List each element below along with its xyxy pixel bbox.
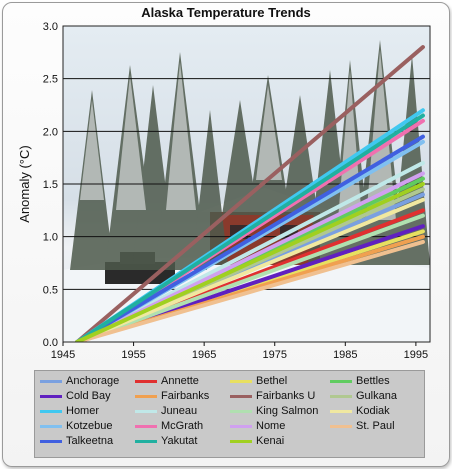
plot-border <box>62 25 431 343</box>
y-tick-label: 2.5 <box>43 74 58 86</box>
chart-title: Alaska Temperature Trends <box>141 5 311 20</box>
legend-item: Annette <box>135 374 199 388</box>
legend-swatch <box>135 424 157 428</box>
legend-label: Fairbanks <box>161 390 210 402</box>
legend-item: Talkeetna <box>40 434 113 448</box>
y-tick-label: 0.5 <box>43 284 58 296</box>
legend-label: McGrath <box>161 420 204 432</box>
x-tick-label: 1975 <box>262 349 286 361</box>
legend-label: Bethel <box>256 375 288 387</box>
legend-label: Cold Bay <box>66 390 111 402</box>
legend-label: Anchorage <box>66 375 120 387</box>
series-line-st-paul <box>75 239 425 342</box>
legend-swatch <box>135 394 157 398</box>
legend-item: Bettles <box>330 374 390 388</box>
legend-swatch <box>230 394 252 398</box>
legend-swatch <box>230 409 252 413</box>
legend-swatch <box>330 379 352 383</box>
y-axis-ticks: 0.0 0.5 1.0 1.5 2.0 2.5 3.0 <box>43 21 58 349</box>
x-tick-label: 1965 <box>192 349 216 361</box>
x-tick-label: 1985 <box>333 349 357 361</box>
legend-item: Yakutat <box>135 434 198 448</box>
legend-item: Fairbanks U <box>230 389 315 403</box>
series-line-kodiak <box>75 197 425 342</box>
legend-item: Fairbanks <box>135 389 209 403</box>
legend-item: Homer <box>40 404 99 418</box>
legend-swatch <box>40 424 62 428</box>
y-tick-label: 1.5 <box>43 179 58 191</box>
legend-item: Kenai <box>230 434 284 448</box>
y-tick-label: 0.0 <box>43 337 58 349</box>
legend-swatch <box>135 439 157 443</box>
legend-label: Yakutat <box>161 435 198 447</box>
y-tick-label: 3.0 <box>43 21 58 33</box>
legend-item: St. Paul <box>330 419 395 433</box>
legend-item: Kodiak <box>330 404 390 418</box>
legend-swatch <box>40 394 62 398</box>
legend-swatch <box>330 409 352 413</box>
legend-label: Fairbanks U <box>256 390 316 402</box>
series-line-yakutat <box>75 113 425 342</box>
legend-item: Nome <box>230 419 285 433</box>
x-tick-label: 1945 <box>51 349 75 361</box>
legend-swatch <box>40 379 62 383</box>
legend-swatch <box>330 424 352 428</box>
x-tick-label: 1995 <box>404 349 428 361</box>
legend-swatch <box>330 394 352 398</box>
y-tick-label: 1.0 <box>43 232 58 244</box>
legend-label: Homer <box>66 405 100 417</box>
legend-item: Cold Bay <box>40 389 111 403</box>
legend-label: Talkeetna <box>66 435 114 447</box>
series-line-kenai <box>75 182 425 342</box>
legend-label: Kodiak <box>356 405 390 417</box>
x-axis-ticks: 1945 1955 1965 1975 1985 1995 <box>51 342 428 361</box>
series-line-talkeetna <box>75 134 425 342</box>
legend-swatch <box>230 439 252 443</box>
legend-item: Juneau <box>135 404 197 418</box>
legend: Anchorage Annette Bethel Bettles Cold Bay Fai… <box>34 370 425 458</box>
legend-swatch <box>230 424 252 428</box>
legend-label: Bettles <box>356 375 390 387</box>
legend-item: McGrath <box>135 419 203 433</box>
y-axis-label: Anomaly (°C) <box>17 145 32 222</box>
x-tick-label: 1955 <box>121 349 145 361</box>
legend-label: Nome <box>256 420 286 432</box>
legend-item: Kotzebue <box>40 419 112 433</box>
legend-label: Gulkana <box>356 390 397 402</box>
legend-swatch <box>230 379 252 383</box>
y-tick-label: 2.0 <box>43 126 58 138</box>
series-line-fairbanks-u <box>75 45 425 342</box>
legend-label: Juneau <box>161 405 198 417</box>
legend-item: Anchorage <box>40 374 119 388</box>
legend-item: Gulkana <box>330 389 397 403</box>
series-line-king-salmon <box>75 213 425 342</box>
legend-label: Kotzebue <box>66 420 113 432</box>
legend-item: King Salmon <box>230 404 318 418</box>
legend-swatch <box>40 439 62 443</box>
legend-label: Annette <box>161 375 199 387</box>
legend-label: Kenai <box>256 435 285 447</box>
legend-label: St. Paul <box>356 420 395 432</box>
legend-item: Bethel <box>230 374 287 388</box>
legend-swatch <box>135 379 157 383</box>
legend-label: King Salmon <box>256 405 319 417</box>
legend-swatch <box>135 409 157 413</box>
legend-swatch <box>40 409 62 413</box>
series-lines <box>75 45 425 342</box>
